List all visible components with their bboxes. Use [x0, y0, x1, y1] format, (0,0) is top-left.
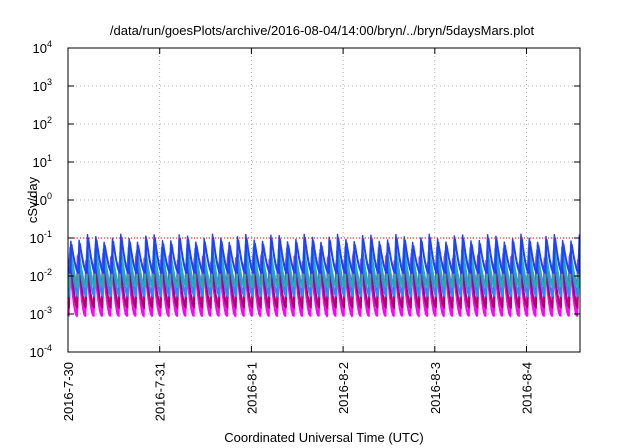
series-group — [67, 233, 581, 318]
series-line — [67, 247, 581, 289]
x-axis: 2016-7-30 2016-7-31 2016-8-1 2016-8-2 2016-8… — [61, 48, 535, 421]
y-tick-label: 10-2 — [30, 267, 52, 284]
y-axis-label: cSv/day — [25, 176, 40, 223]
y-tick-label: 10-3 — [30, 305, 52, 322]
y-tick-label: 104 — [33, 39, 52, 56]
chart-title: /data/run/goesPlots/archive/2016-08-04/1… — [110, 23, 535, 38]
y-tick-label: 102 — [33, 115, 52, 132]
x-tick-label: 2016-8-1 — [244, 362, 259, 414]
x-tick-label: 2016-8-4 — [520, 362, 535, 414]
x-tick-label: 2016-8-3 — [428, 362, 443, 414]
y-tick-label: 100 — [33, 191, 52, 208]
x-tick-label: 2016-7-31 — [153, 362, 168, 421]
x-tick-label: 2016-8-2 — [336, 362, 351, 414]
y-axis: 10-4 10-3 10-2 10-1 100 101 102 103 104 — [30, 39, 580, 360]
y-tick-label: 10-4 — [30, 343, 52, 360]
y-tick-label: 10-1 — [30, 229, 52, 246]
x-axis-label: Coordinated Universal Time (UTC) — [224, 430, 423, 445]
y-tick-label: 101 — [33, 153, 52, 170]
series-line — [67, 237, 581, 275]
series-line — [67, 233, 581, 275]
x-tick-label: 2016-7-30 — [61, 362, 76, 421]
y-tick-label: 103 — [33, 77, 52, 94]
